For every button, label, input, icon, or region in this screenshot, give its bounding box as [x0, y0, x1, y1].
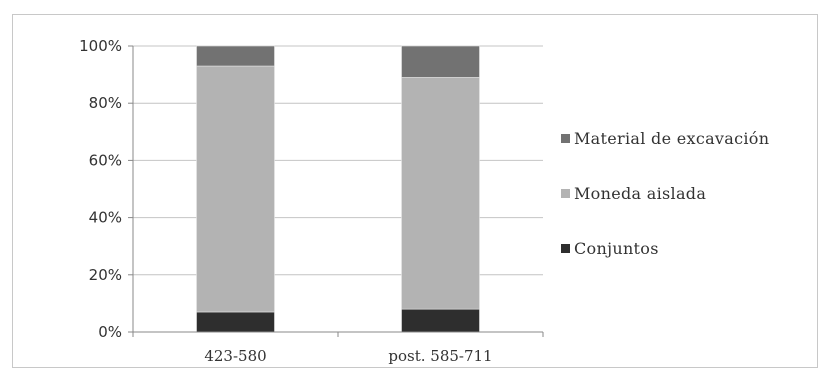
legend-swatch-moneda-aislada	[561, 189, 570, 198]
legend-label-material-de-excavacion: Material de excavación	[574, 129, 769, 148]
bar-segment-material-de-excavacion	[196, 45, 275, 67]
bar-segment-material-de-excavacion	[401, 45, 480, 78]
x-tick-label: post. 585-711	[388, 347, 492, 365]
bar-segment-conjuntos	[401, 308, 480, 333]
y-tick-label: 40%	[89, 209, 122, 227]
x-tick-label: 423-580	[204, 347, 266, 365]
y-tick-label: 60%	[89, 151, 122, 169]
bar-segment-conjuntos	[196, 311, 275, 333]
legend-label-conjuntos: Conjuntos	[574, 239, 659, 258]
y-tick-label: 80%	[89, 94, 122, 112]
bar-segment-moneda-aislada	[401, 77, 480, 310]
y-tick-label: 0%	[98, 323, 122, 341]
y-tick-label: 100%	[79, 37, 122, 55]
legend-swatch-conjuntos	[561, 244, 570, 253]
bar-segment-moneda-aislada	[196, 65, 275, 313]
y-tick-label: 20%	[89, 266, 122, 284]
legend-label-moneda-aislada: Moneda aislada	[574, 184, 706, 203]
legend-swatch-material-de-excavacion	[561, 134, 570, 143]
